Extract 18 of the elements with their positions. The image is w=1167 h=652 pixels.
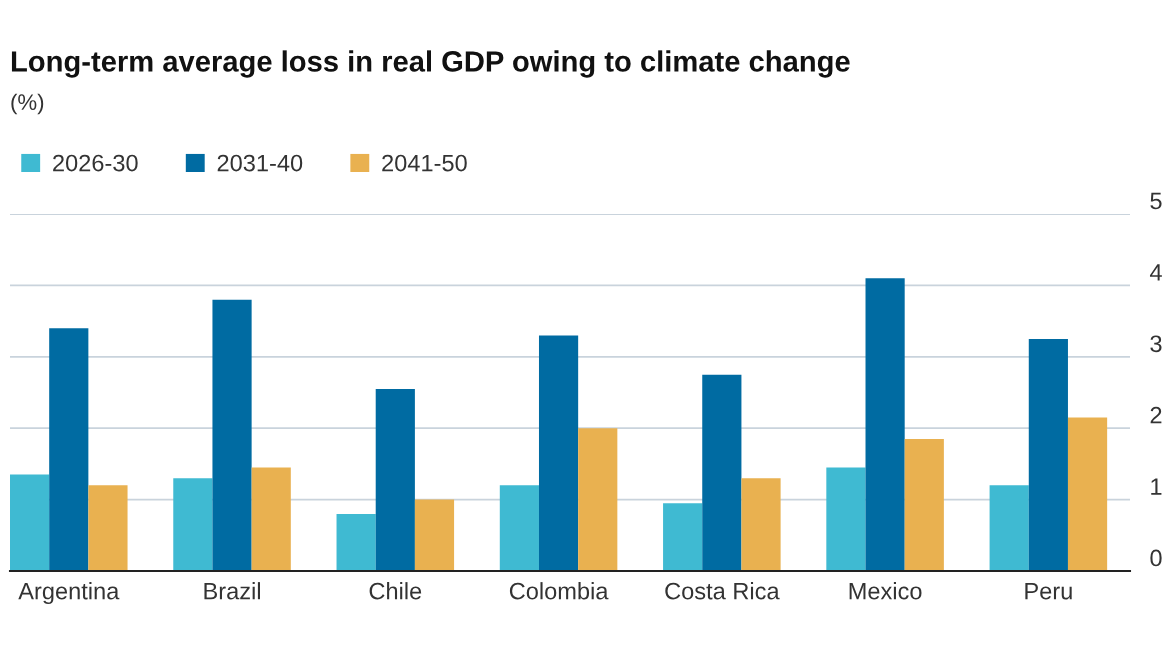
legend-label: 2026-30 (53, 154, 138, 172)
x-tick-label: Mexico (849, 582, 922, 600)
x-tick-label: Peru (1025, 582, 1072, 600)
y-tick-label: 4 (1149, 264, 1162, 281)
y-tick-label: 5 (1150, 192, 1162, 210)
chart-title: Long-term average loss in real GDP owing to climate change (11, 50, 850, 78)
y-tick-label: 3 (1150, 335, 1162, 353)
y-tick-label: 0 (1150, 549, 1162, 567)
x-tick-label: Brazil (204, 582, 260, 600)
y-tick-label: 1 (1151, 478, 1162, 495)
x-tick-label: Colombia (509, 582, 609, 600)
legend-label: 2041-50 (382, 154, 467, 172)
legend-label: 2031-40 (217, 154, 303, 172)
x-tick-label: Chile (369, 582, 422, 600)
x-tick-label: Argentina (18, 582, 120, 605)
chart-subtitle: (%) (11, 93, 44, 115)
x-tick-label: Costa Rica (665, 582, 780, 600)
y-tick-label: 2 (1150, 406, 1162, 424)
